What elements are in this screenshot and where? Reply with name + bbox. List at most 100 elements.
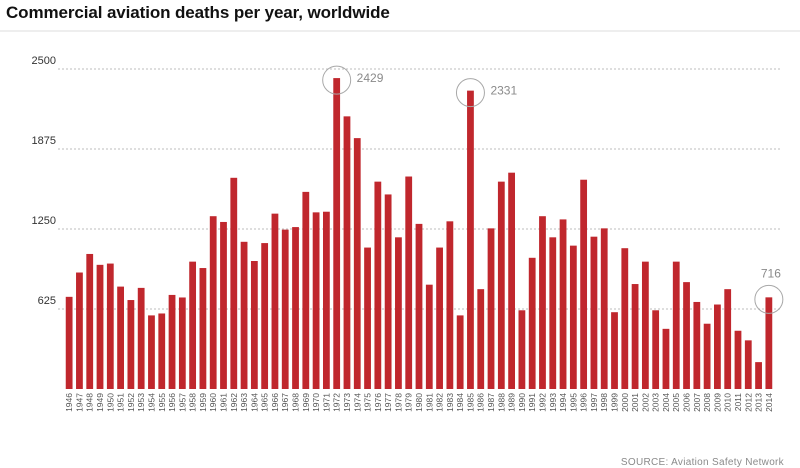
x-tick-label-2013: 2013 [754,393,764,412]
x-tick-label-1956: 1956 [167,393,177,412]
bar-1975 [364,247,371,389]
source-note: SOURCE: Aviation Safety Network [620,457,784,468]
bar-1953 [137,287,145,389]
bar-1986 [477,289,485,389]
x-tick-label-1947: 1947 [74,393,84,412]
x-tick-label-2009: 2009 [712,393,722,412]
x-tick-label-1998: 1998 [599,393,609,412]
x-tick-label-1972: 1972 [332,393,342,412]
bar-1987 [487,228,495,389]
x-tick-label-1971: 1971 [321,393,331,412]
bar-1977 [384,194,392,389]
bar-2012 [744,340,752,389]
x-tick-label-2003: 2003 [651,393,661,412]
bar-1983 [446,221,454,389]
bar-1947 [76,272,83,389]
annotation-circle-2014 [754,284,784,314]
bar-1978 [395,237,402,389]
x-tick-label-1979: 1979 [404,393,414,412]
bar-1966 [271,213,279,389]
x-tick-label-1995: 1995 [568,393,578,412]
x-tick-label-1992: 1992 [537,393,547,412]
x-tick-label-1952: 1952 [126,393,136,412]
bar-1980 [415,223,423,389]
bar-2010 [724,289,732,389]
bar-1991 [528,257,536,389]
bar-2013 [755,362,762,389]
x-tick-label-1996: 1996 [579,393,589,412]
x-tick-label-1987: 1987 [486,393,496,412]
bar-1961 [220,221,227,389]
annotation-label-1972: 2429 [357,71,384,85]
x-tick-label-1986: 1986 [476,393,486,412]
bar-1995 [569,245,577,389]
bar-1946 [65,296,73,389]
x-tick-label-1960: 1960 [208,393,218,412]
bar-1958 [189,261,197,389]
bar-1955 [158,313,166,389]
bar-2011 [734,330,742,389]
bar-1965 [261,243,269,389]
x-tick-label-1969: 1969 [301,393,311,412]
bar-1957 [178,297,186,389]
bar-1998 [600,228,608,389]
x-tick-label-1985: 1985 [465,393,475,412]
x-tick-label-1964: 1964 [249,393,259,412]
bar-1960 [209,216,217,389]
x-tick-label-1976: 1976 [373,393,383,412]
x-tick-label-1962: 1962 [229,393,239,412]
x-tick-label-1982: 1982 [435,393,445,412]
y-tick-label-1875: 1875 [32,135,56,147]
x-tick-label-1990: 1990 [517,393,527,412]
bar-1992 [539,216,546,389]
bar-2005 [672,261,680,389]
x-tick-label-1993: 1993 [548,393,558,412]
annotation-label-2014: 716 [761,266,781,280]
bar-1969 [302,191,310,389]
bar-1962 [230,177,238,389]
x-tick-label-2001: 2001 [630,393,640,412]
x-tick-label-1991: 1991 [527,393,537,412]
x-tick-label-2010: 2010 [723,393,733,412]
bar-1994 [559,219,567,389]
bar-1985 [467,90,474,389]
bar-1968 [292,227,299,389]
bar-1996 [580,179,588,389]
x-tick-label-1994: 1994 [558,393,568,412]
x-tick-label-2005: 2005 [671,393,681,412]
x-tick-label-1999: 1999 [610,393,620,412]
bar-1981 [425,284,433,389]
bar-1959 [199,268,207,389]
x-tick-label-1965: 1965 [260,393,270,412]
x-tick-label-1950: 1950 [105,393,115,412]
bar-2000 [621,248,629,389]
x-tick-label-1989: 1989 [507,393,517,412]
bar-2008 [703,323,711,389]
bar-1950 [106,263,114,389]
y-tick-label-625: 625 [38,295,56,307]
annotation-circle-1985 [455,78,485,108]
bar-1967 [281,229,289,389]
x-tick-label-1968: 1968 [291,393,301,412]
x-tick-label-1949: 1949 [95,393,105,412]
bar-2002 [641,261,649,389]
bar-1988 [497,181,505,389]
x-tick-label-2012: 2012 [743,393,753,412]
x-tick-label-1948: 1948 [85,393,95,412]
bar-2007 [693,301,701,389]
bar-1989 [508,172,516,389]
x-tick-label-1981: 1981 [424,393,434,412]
bar-1948 [86,253,94,389]
bar-1999 [611,312,618,389]
x-tick-label-2002: 2002 [640,393,650,412]
bar-1993 [549,237,557,389]
x-tick-label-2008: 2008 [702,393,712,412]
x-tick-label-2000: 2000 [620,393,630,412]
x-tick-label-2011: 2011 [733,393,743,412]
x-tick-label-2014: 2014 [764,393,774,412]
x-tick-label-1980: 1980 [414,393,424,412]
x-tick-label-1975: 1975 [363,393,373,412]
y-tick-label-1250: 1250 [32,215,56,227]
x-tick-label-1963: 1963 [239,393,249,412]
x-tick-label-1966: 1966 [270,393,280,412]
